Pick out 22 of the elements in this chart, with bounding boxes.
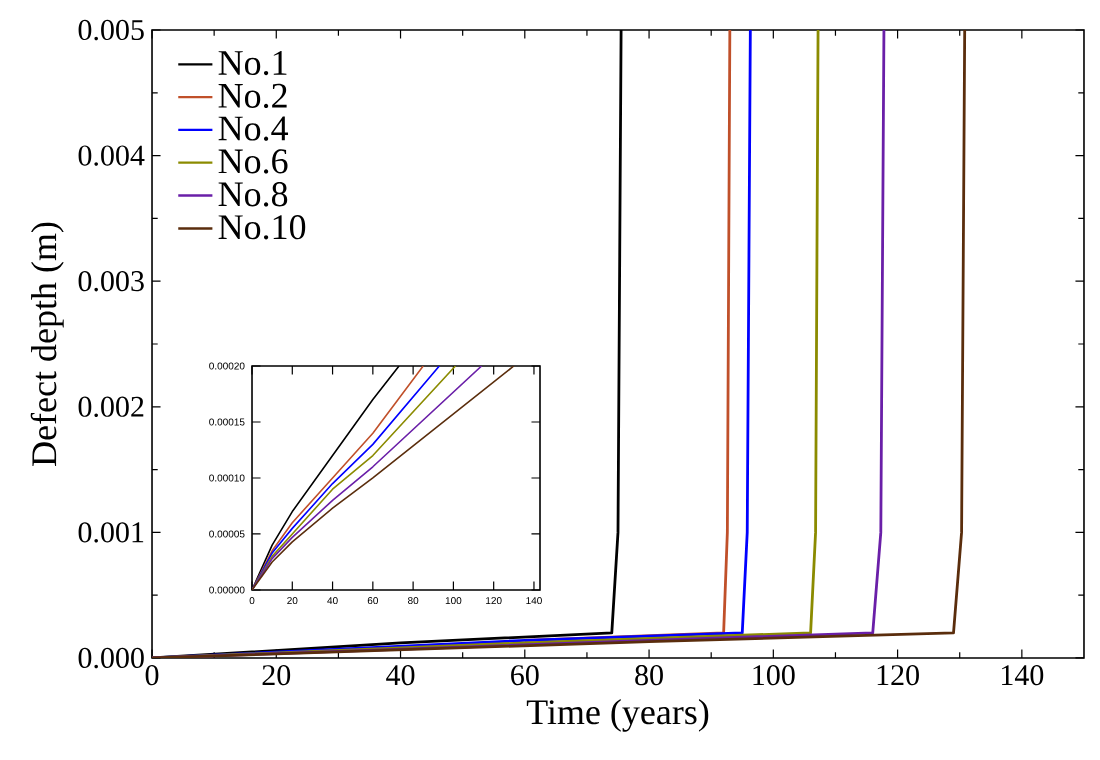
- y-tick-label: 0.002: [78, 396, 144, 417]
- legend-label: No.1: [218, 50, 287, 76]
- y-tick-label: 0.005: [78, 19, 144, 41]
- x-tick-label: 140: [1001, 665, 1044, 686]
- x-tick-label: 40: [386, 665, 415, 686]
- x-tick-label: 20: [262, 665, 291, 686]
- x-tick-label: 120: [877, 665, 919, 686]
- x-axis-title: Time (years): [526, 698, 709, 732]
- y-tick-label: 0.004: [78, 145, 145, 166]
- x-tick-label: 80: [635, 665, 663, 686]
- x-tick-label: 60: [511, 665, 539, 686]
- y-tick-label: 0.001: [78, 522, 144, 543]
- y-tick-label: 0.000: [78, 647, 144, 669]
- y-axis-title: Defect depth (m): [30, 222, 64, 466]
- legend-label: No.10: [218, 215, 306, 240]
- legend-label: No.6: [218, 149, 288, 174]
- legend-label: No.8: [218, 182, 288, 207]
- x-tick-label: 0: [145, 665, 159, 686]
- x-tick-label: 100: [753, 665, 795, 686]
- legend-label: No.4: [218, 116, 289, 141]
- y-tick-label: 0.003: [78, 271, 144, 292]
- legend-label: No.2: [218, 83, 287, 109]
